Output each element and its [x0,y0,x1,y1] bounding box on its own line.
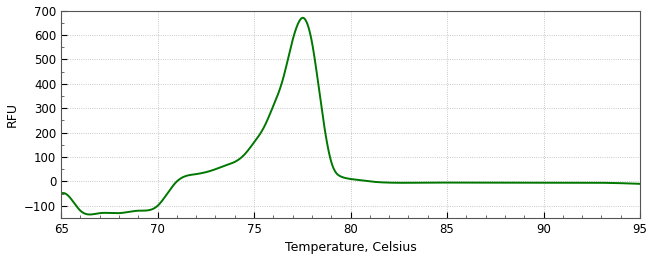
X-axis label: Temperature, Celsius: Temperature, Celsius [285,242,417,255]
Y-axis label: RFU: RFU [6,102,18,127]
